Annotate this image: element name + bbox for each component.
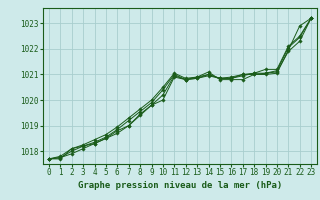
X-axis label: Graphe pression niveau de la mer (hPa): Graphe pression niveau de la mer (hPa) bbox=[78, 181, 282, 190]
